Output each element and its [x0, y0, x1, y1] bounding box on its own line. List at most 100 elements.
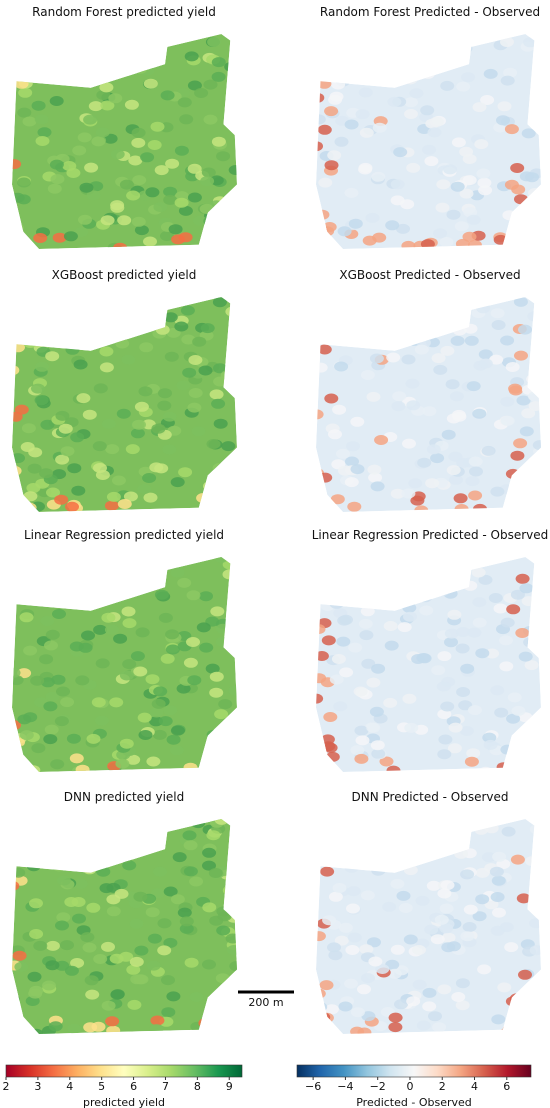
yield-texture: [187, 402, 202, 413]
yield-texture: [213, 1007, 228, 1018]
yield-texture: [333, 701, 348, 712]
yield-texture: [28, 839, 43, 850]
yield-texture: [437, 984, 452, 995]
yield-texture: [71, 485, 86, 496]
yield-texture: [113, 242, 128, 249]
yield-texture: [75, 675, 90, 686]
yield-texture: [316, 751, 326, 762]
yield-texture: [47, 824, 62, 835]
yield-texture: [321, 635, 336, 646]
yield-texture: [26, 861, 41, 872]
yield-texture: [506, 604, 521, 615]
yield-texture: [334, 935, 349, 946]
yield-texture: [402, 602, 417, 613]
yield-texture: [77, 132, 92, 143]
field-map: [12, 34, 237, 249]
yield-texture: [157, 918, 172, 929]
yield-texture: [72, 913, 86, 924]
yield-texture: [55, 454, 70, 465]
yield-texture: [31, 100, 46, 111]
yield-texture: [458, 43, 473, 54]
colorbar: [296, 1064, 532, 1078]
yield-texture: [520, 939, 535, 950]
yield-texture: [12, 342, 25, 353]
yield-texture: [190, 1021, 205, 1032]
yield-texture: [153, 866, 167, 877]
yield-texture: [170, 725, 185, 736]
yield-texture: [39, 40, 54, 51]
panel-title: XGBoost Predicted - Observed: [339, 268, 520, 282]
yield-texture: [188, 388, 203, 398]
yield-texture: [428, 1011, 442, 1022]
field-map: [316, 557, 541, 772]
yield-texture: [508, 383, 523, 394]
yield-texture: [378, 35, 392, 46]
yield-texture: [26, 483, 41, 493]
yield-texture: [344, 978, 358, 989]
yield-texture: [43, 701, 58, 712]
yield-texture: [56, 912, 71, 923]
yield-texture: [360, 589, 375, 600]
yield-texture: [372, 122, 387, 133]
panel-title: Random Forest Predicted - Observed: [320, 5, 540, 19]
yield-texture: [54, 328, 69, 339]
yield-texture: [460, 663, 475, 674]
yield-texture: [12, 502, 22, 512]
yield-texture: [155, 297, 170, 306]
yield-texture: [433, 364, 448, 375]
yield-texture: [455, 643, 470, 654]
yield-texture: [449, 391, 464, 402]
yield-texture: [12, 752, 23, 762]
colorbar: [5, 1064, 243, 1078]
yield-texture: [440, 80, 455, 91]
yield-texture: [463, 207, 478, 218]
yield-texture: [331, 79, 346, 90]
yield-texture: [498, 1028, 513, 1034]
yield-texture: [401, 46, 416, 57]
yield-texture: [526, 636, 541, 647]
yield-texture: [437, 581, 452, 592]
yield-texture: [163, 186, 178, 197]
yield-texture: [483, 739, 498, 750]
yield-texture: [327, 942, 341, 953]
yield-texture: [446, 941, 461, 952]
yield-texture: [372, 232, 387, 243]
yield-texture: [476, 303, 491, 314]
yield-texture: [379, 567, 394, 578]
yield-texture: [396, 890, 411, 901]
yield-texture: [440, 345, 455, 356]
yield-texture: [85, 302, 100, 313]
yield-texture: [344, 119, 359, 130]
yield-texture: [350, 416, 365, 427]
yield-texture: [403, 865, 418, 876]
yield-texture: [206, 749, 221, 760]
yield-texture: [205, 219, 220, 230]
yield-texture: [99, 883, 114, 894]
yield-texture: [134, 401, 149, 412]
yield-texture: [406, 996, 421, 1007]
yield-texture: [489, 866, 504, 877]
yield-texture: [403, 611, 417, 622]
yield-texture: [422, 1001, 437, 1012]
yield-texture: [441, 429, 456, 440]
yield-texture: [155, 324, 170, 335]
yield-texture: [30, 675, 45, 686]
yield-texture: [143, 236, 157, 247]
yield-texture: [74, 844, 88, 855]
yield-texture: [479, 34, 493, 43]
yield-texture: [459, 188, 474, 199]
yield-texture: [447, 609, 462, 620]
yield-texture: [206, 729, 221, 740]
yield-texture: [119, 738, 134, 749]
yield-texture: [407, 34, 422, 44]
yield-texture: [364, 848, 379, 859]
yield-texture: [370, 740, 385, 751]
yield-texture: [23, 491, 38, 502]
yield-texture: [70, 432, 85, 443]
yield-texture: [401, 488, 416, 499]
yield-texture: [412, 979, 427, 990]
field-map: [12, 557, 237, 772]
yield-texture: [393, 35, 408, 46]
yield-texture: [358, 162, 373, 173]
yield-texture: [344, 862, 359, 873]
